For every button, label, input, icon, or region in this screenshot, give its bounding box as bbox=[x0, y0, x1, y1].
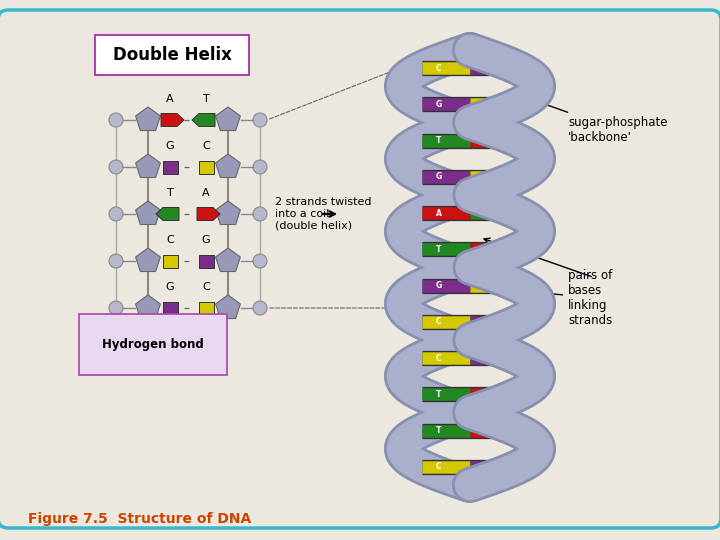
Text: C: C bbox=[436, 318, 441, 326]
Circle shape bbox=[253, 160, 267, 174]
Text: A: A bbox=[436, 208, 441, 218]
Text: T: T bbox=[436, 426, 441, 435]
Polygon shape bbox=[135, 248, 161, 272]
Text: G: G bbox=[436, 172, 442, 181]
Text: C: C bbox=[202, 282, 210, 292]
Text: T: T bbox=[166, 188, 174, 198]
Circle shape bbox=[253, 254, 267, 268]
Text: G: G bbox=[498, 318, 505, 326]
Text: pairs of
bases
linking
strands: pairs of bases linking strands bbox=[490, 268, 612, 327]
Text: A: A bbox=[166, 94, 174, 104]
Text: C: C bbox=[202, 141, 210, 151]
Circle shape bbox=[109, 113, 123, 127]
Circle shape bbox=[109, 301, 123, 315]
Text: Hydrogen bond: Hydrogen bond bbox=[102, 338, 204, 351]
Circle shape bbox=[109, 207, 123, 221]
Text: C: C bbox=[498, 100, 504, 109]
Text: G: G bbox=[436, 100, 442, 109]
Text: G: G bbox=[166, 141, 174, 151]
Text: T: T bbox=[202, 94, 210, 104]
Text: A: A bbox=[498, 426, 504, 435]
Polygon shape bbox=[192, 113, 215, 126]
Polygon shape bbox=[215, 201, 240, 225]
Polygon shape bbox=[135, 201, 161, 225]
Polygon shape bbox=[135, 154, 161, 178]
Polygon shape bbox=[215, 154, 240, 178]
Bar bbox=[163, 254, 178, 267]
Bar bbox=[163, 160, 178, 173]
Circle shape bbox=[109, 160, 123, 174]
Text: C: C bbox=[436, 354, 441, 363]
Polygon shape bbox=[156, 207, 179, 220]
Polygon shape bbox=[215, 248, 240, 272]
Text: T: T bbox=[436, 136, 441, 145]
Text: 2 strands twisted
into a coil
(double helix): 2 strands twisted into a coil (double he… bbox=[275, 198, 372, 231]
Text: G: G bbox=[498, 64, 505, 72]
Text: G: G bbox=[498, 354, 505, 363]
Polygon shape bbox=[215, 295, 240, 319]
Text: C: C bbox=[498, 172, 504, 181]
FancyBboxPatch shape bbox=[95, 35, 249, 75]
Text: T: T bbox=[436, 390, 441, 399]
Polygon shape bbox=[161, 113, 184, 126]
Bar bbox=[199, 254, 214, 267]
Text: G: G bbox=[166, 282, 174, 292]
Text: C: C bbox=[436, 462, 441, 471]
Text: T: T bbox=[436, 245, 441, 254]
Bar bbox=[199, 160, 214, 173]
Text: Double Helix: Double Helix bbox=[112, 46, 231, 64]
Text: G: G bbox=[202, 235, 210, 245]
Text: Figure 7.5  Structure of DNA: Figure 7.5 Structure of DNA bbox=[28, 512, 251, 526]
Bar bbox=[199, 301, 214, 314]
Text: C: C bbox=[166, 235, 174, 245]
Text: A: A bbox=[498, 245, 504, 254]
Text: A: A bbox=[498, 390, 504, 399]
Text: sugar-phosphate
'backbone': sugar-phosphate 'backbone' bbox=[537, 101, 667, 144]
Circle shape bbox=[253, 113, 267, 127]
Text: C: C bbox=[436, 64, 441, 72]
Polygon shape bbox=[135, 107, 161, 131]
Circle shape bbox=[109, 254, 123, 268]
Text: T: T bbox=[498, 208, 504, 218]
Text: A: A bbox=[202, 188, 210, 198]
Circle shape bbox=[253, 301, 267, 315]
Text: C: C bbox=[498, 281, 504, 290]
Bar bbox=[163, 301, 178, 314]
Circle shape bbox=[253, 207, 267, 221]
FancyBboxPatch shape bbox=[0, 10, 720, 528]
Text: G: G bbox=[436, 281, 442, 290]
Polygon shape bbox=[215, 107, 240, 131]
Polygon shape bbox=[197, 207, 220, 220]
Polygon shape bbox=[135, 295, 161, 319]
Text: A: A bbox=[498, 136, 504, 145]
Text: G: G bbox=[498, 462, 505, 471]
